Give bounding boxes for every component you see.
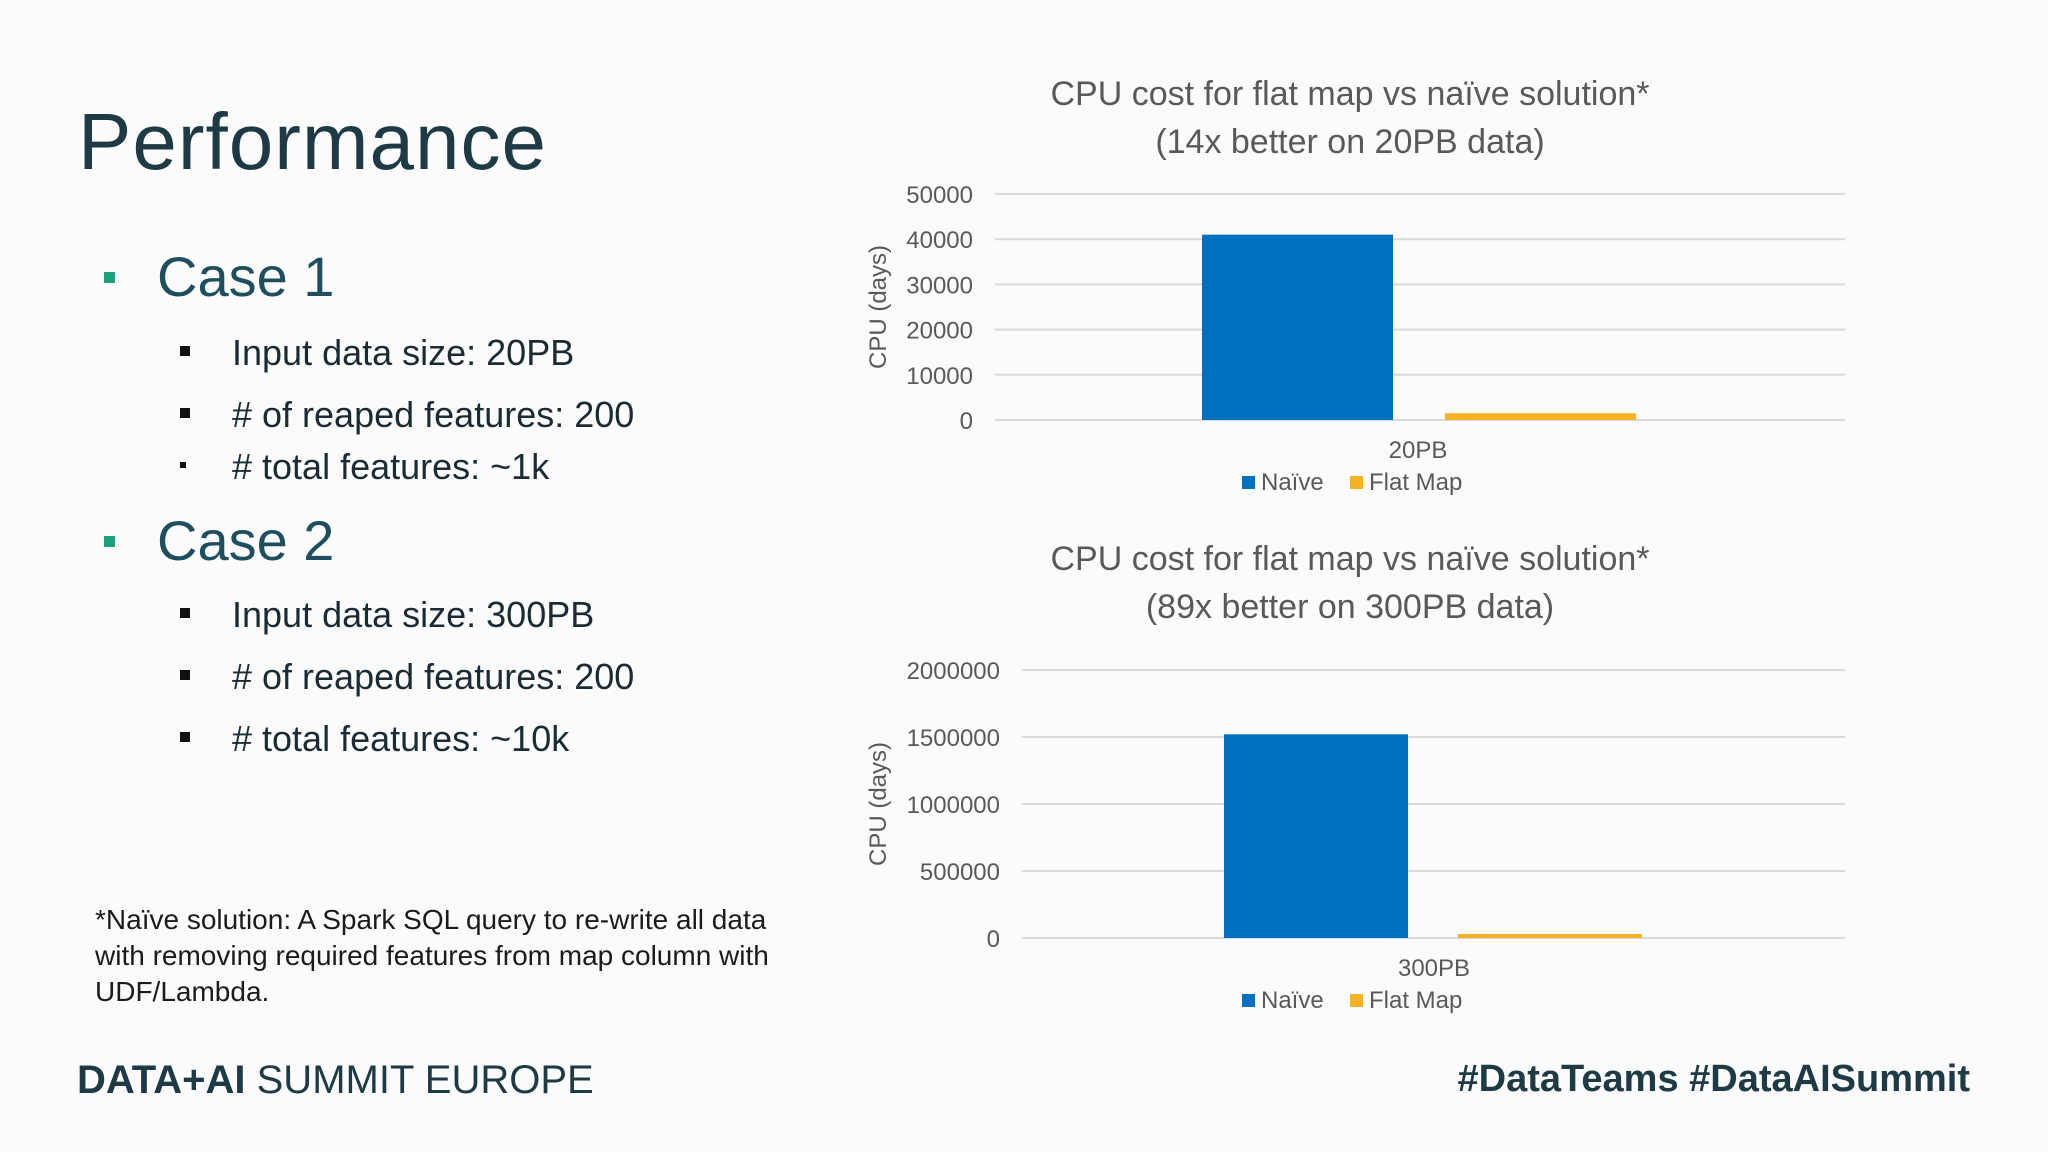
bullet-icon: [180, 608, 190, 619]
chart-300pb: CPU cost for flat map vs naïve solution*…: [865, 540, 1845, 1014]
y-tick-label: 1000000: [907, 792, 1000, 819]
y-tick-label: 0: [987, 926, 1000, 953]
bar-naive: [1224, 734, 1408, 938]
y-tick-label: 1500000: [907, 725, 1000, 752]
y-tick-label: 30000: [906, 272, 973, 299]
y-tick-label: 40000: [906, 227, 973, 254]
x-category-label: 300PB: [1398, 955, 1470, 982]
brand-bold: DATA+AI: [77, 1058, 246, 1102]
case-2-heading: Case 2: [104, 508, 334, 573]
bar-flat-map: [1458, 934, 1642, 938]
chart-subtitle: (89x better on 300PB data): [1146, 588, 1554, 626]
legend-label: Naïve: [1261, 987, 1324, 1014]
legend-swatch: [1242, 476, 1255, 489]
chart-20pb: CPU cost for flat map vs naïve solution*…: [865, 75, 1845, 496]
y-axis-label: CPU (days): [865, 245, 892, 369]
legend-label: Flat Map: [1369, 987, 1462, 1014]
case-1-item-text: Input data size: 20PB: [232, 332, 575, 373]
case-1-item: Input data size: 20PB: [180, 332, 574, 374]
y-tick-label: 500000: [920, 859, 1000, 886]
y-tick-label: 0: [960, 408, 973, 435]
case-2-item-text: Input data size: 300PB: [232, 594, 595, 635]
bullet-icon: [104, 535, 115, 547]
bar-naive: [1202, 234, 1393, 420]
bar-flat-map: [1445, 413, 1636, 420]
case-2-label: Case 2: [157, 509, 335, 572]
slide-title: Performance: [78, 97, 547, 186]
chart-title: CPU cost for flat map vs naïve solution*: [1050, 540, 1649, 578]
case-2-item: # of reaped features: 200: [180, 656, 634, 698]
y-axis-label: CPU (days): [865, 742, 892, 866]
bullet-icon: [104, 271, 115, 283]
legend-label: Naïve: [1261, 469, 1324, 496]
case-2-item-text: # of reaped features: 200: [232, 656, 635, 697]
bullet-icon: [180, 462, 186, 469]
case-1-item: # of reaped features: 200: [180, 394, 634, 436]
y-tick-label: 20000: [906, 318, 973, 345]
event-brand: DATA+AI SUMMIT EUROPE: [77, 1058, 594, 1103]
case-1-heading: Case 1: [104, 244, 334, 309]
bullet-icon: [180, 670, 190, 681]
case-1-item-text: # total features: ~1k: [232, 446, 550, 487]
legend-swatch: [1350, 994, 1363, 1007]
legend-swatch: [1242, 994, 1255, 1007]
case-1-item: # total features: ~1k: [180, 446, 549, 488]
case-1-item-text: # of reaped features: 200: [232, 394, 635, 435]
case-2-item: Input data size: 300PB: [180, 594, 594, 636]
footnote: *Naïve solution: A Spark SQL query to re…: [95, 904, 769, 1007]
case-2-item-text: # total features: ~10k: [232, 718, 570, 759]
legend-swatch: [1350, 476, 1363, 489]
case-1-label: Case 1: [157, 245, 335, 308]
case-2-item: # total features: ~10k: [180, 718, 569, 760]
brand-rest: SUMMIT EUROPE: [245, 1058, 594, 1102]
bullet-icon: [180, 346, 190, 357]
bullet-icon: [180, 732, 190, 743]
y-tick-label: 2000000: [907, 658, 1000, 685]
bullet-icon: [180, 408, 190, 419]
y-tick-label: 10000: [906, 363, 973, 390]
hashtags: #DataTeams #DataAISummit: [1457, 1058, 1970, 1100]
legend-label: Flat Map: [1369, 469, 1462, 496]
y-tick-label: 50000: [906, 182, 973, 209]
x-category-label: 20PB: [1389, 437, 1448, 464]
chart-title: CPU cost for flat map vs naïve solution*: [1050, 75, 1649, 113]
chart-subtitle: (14x better on 20PB data): [1155, 123, 1544, 161]
